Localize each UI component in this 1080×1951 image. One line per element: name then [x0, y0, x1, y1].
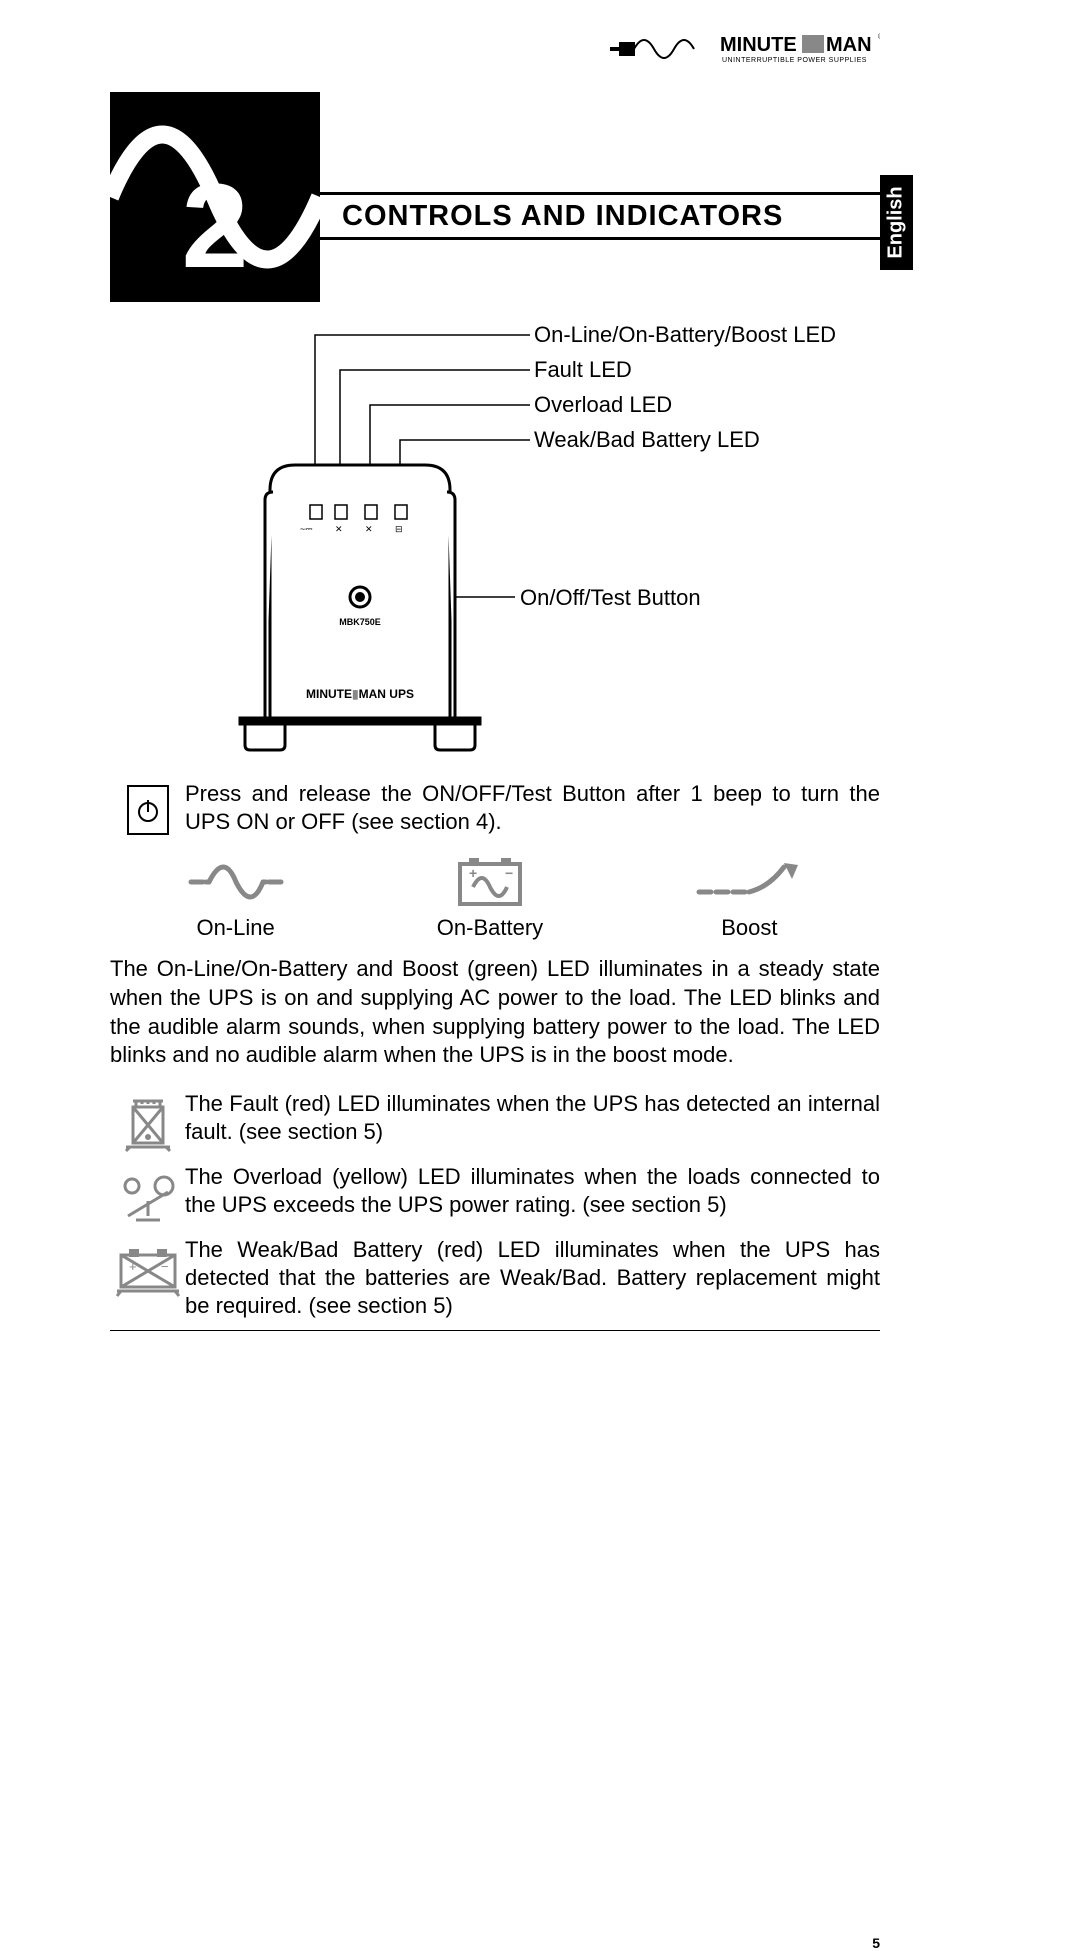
language-tab: English	[880, 175, 913, 270]
ups-diagram: On-Line/On-Battery/Boost LED Fault LED O…	[110, 310, 880, 780]
battery-icon: + −	[113, 1241, 183, 1301]
svg-text:+: +	[469, 865, 477, 881]
fault-section: The Fault (red) LED illuminates when the…	[110, 1090, 880, 1153]
modes-row: On-Line + − On-Battery	[110, 854, 880, 941]
brand-tagline: UNINTERRUPTIBLE POWER SUPPLIES	[722, 57, 867, 64]
chapter-header: CONTROLS AND INDICATORS 2	[110, 92, 880, 302]
battery-text: The Weak/Bad Battery (red) LED illuminat…	[185, 1236, 880, 1320]
power-icon	[127, 785, 169, 835]
svg-text:MAN: MAN	[826, 34, 872, 56]
chapter-icon: 2	[110, 92, 320, 302]
svg-text:✕: ✕	[365, 524, 373, 534]
svg-text:®: ®	[878, 32, 880, 41]
led-description: The On-Line/On-Battery and Boost (green)…	[110, 955, 880, 1069]
online-icon	[186, 854, 286, 909]
battery-section: + − The Weak/Bad Battery (red) LED illum…	[110, 1236, 880, 1320]
svg-text:⊟: ⊟	[395, 524, 403, 534]
mode-boost-label: Boost	[694, 915, 804, 941]
svg-text:−: −	[505, 865, 513, 881]
svg-text:~⎓: ~⎓	[300, 524, 312, 534]
onbattery-icon: + −	[437, 854, 543, 909]
mode-boost: Boost	[694, 854, 804, 941]
svg-text:✕: ✕	[335, 524, 343, 534]
power-button-text: Press and release the ON/OFF/Test Button…	[185, 780, 880, 836]
brand-logo: MINUTE MAN ® UNINTERRUPTIBLE POWER SUPPL…	[610, 30, 880, 68]
overload-text: The Overload (yellow) LED illuminates wh…	[185, 1163, 880, 1219]
svg-text:MINUTE▮MAN UPS: MINUTE▮MAN UPS	[306, 687, 414, 701]
fault-text: The Fault (red) LED illuminates when the…	[185, 1090, 880, 1146]
chapter-number: 2	[182, 159, 249, 293]
boost-icon	[694, 854, 804, 909]
language-tab-label: English	[885, 186, 908, 258]
model-label: MBK750E	[339, 617, 381, 627]
fault-icon	[118, 1095, 178, 1153]
mode-onbattery: + − On-Battery	[437, 854, 543, 941]
page-number: 5	[872, 1935, 880, 1951]
overload-icon	[118, 1168, 178, 1226]
mode-online: On-Line	[186, 854, 286, 941]
power-button-section: Press and release the ON/OFF/Test Button…	[110, 780, 880, 836]
brand-name-text: MINUTE	[720, 34, 797, 56]
overload-section: The Overload (yellow) LED illuminates wh…	[110, 1163, 880, 1226]
mode-online-label: On-Line	[186, 915, 286, 941]
footer-separator	[110, 1330, 880, 1331]
mode-onbattery-label: On-Battery	[437, 915, 543, 941]
ups-device-drawing: ~⎓ ✕ ✕ ⊟ MBK750E MINUTE▮MAN UPS	[230, 310, 730, 780]
body-content: Press and release the ON/OFF/Test Button…	[110, 780, 880, 1331]
